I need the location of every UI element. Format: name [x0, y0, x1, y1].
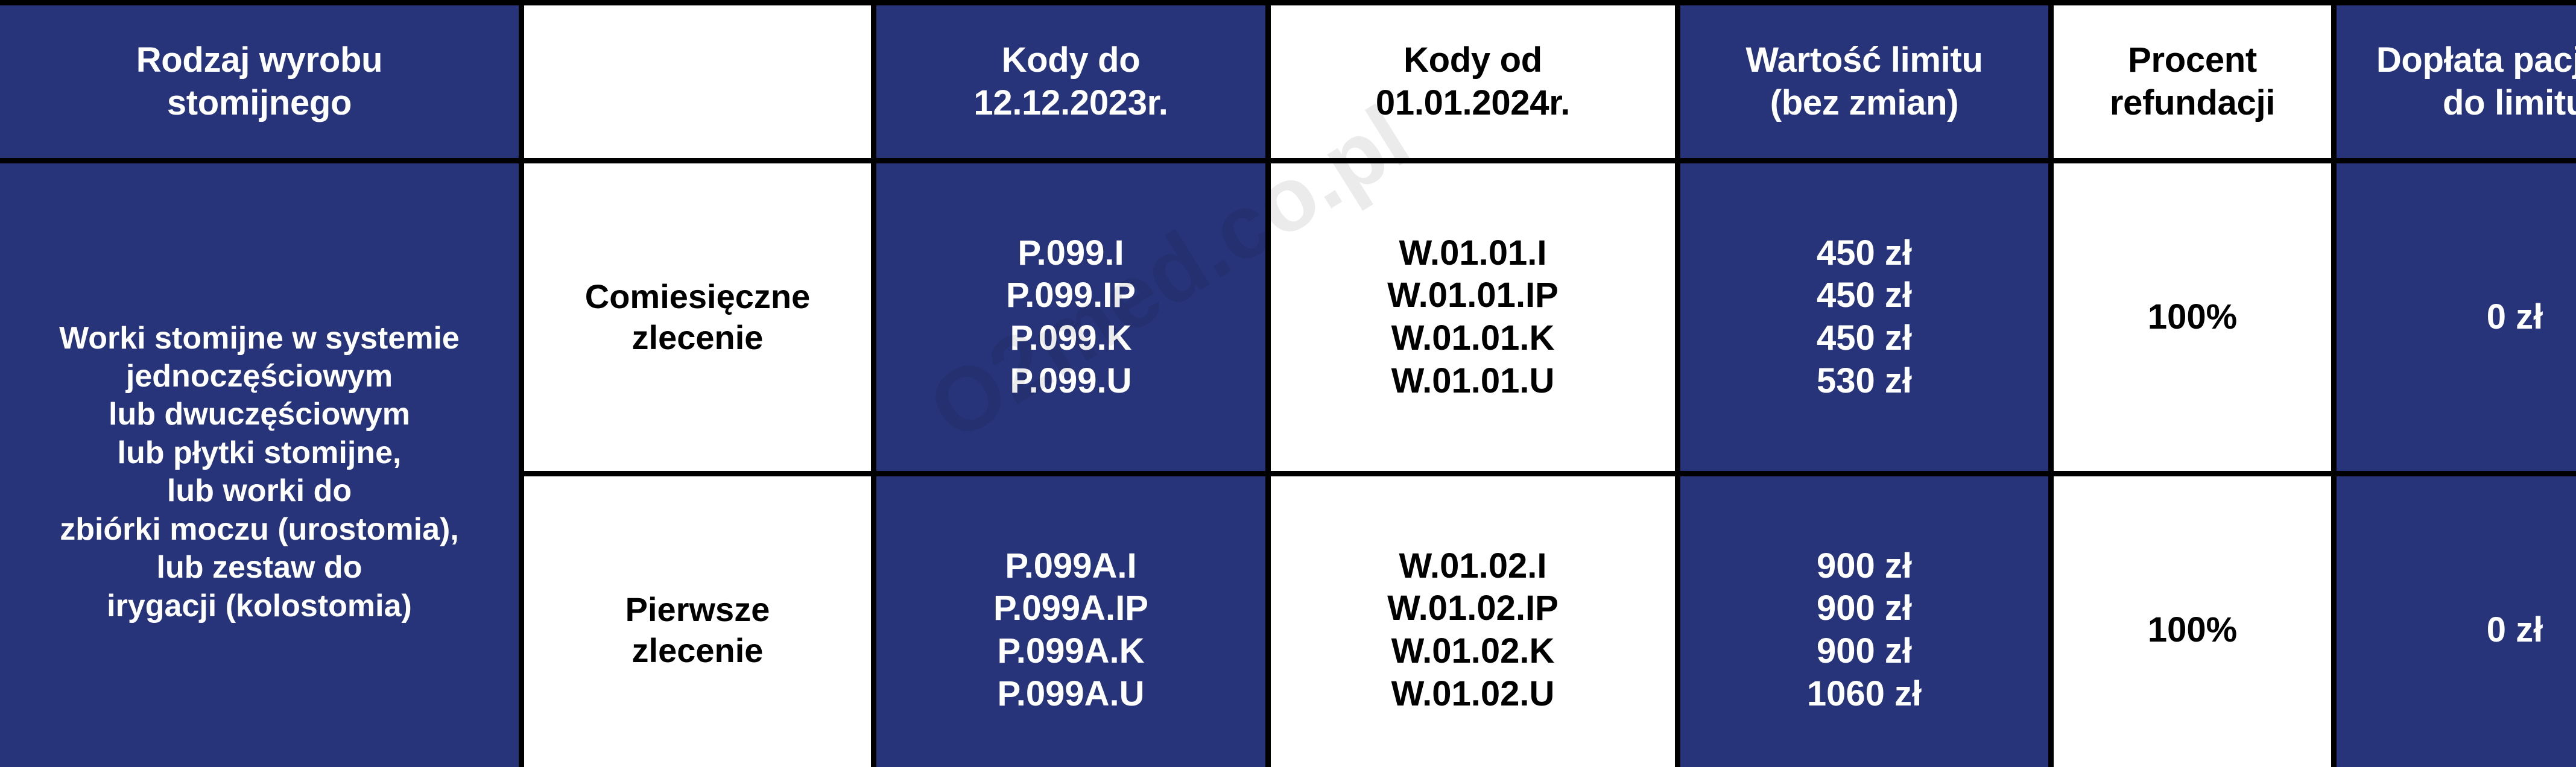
table-row: Pierwsze zlecenie P.099A.I P.099A.IP P.0… [0, 471, 2576, 767]
header-limit-value-line2: (bez zmian) [1770, 83, 1959, 122]
code-new-r2-1: W.01.02.I [1399, 546, 1547, 586]
limit-r1-3: 450 zł [1817, 318, 1912, 358]
header-limit-value: Wartość limitu (bez zmian) [1675, 0, 2054, 163]
header-codes-new-line2: 01.01.2024r. [1375, 83, 1571, 122]
header-patient-copay: Dopłata pacjenta do limitu [2331, 0, 2576, 163]
header-product-type-line2: stomijnego [166, 83, 352, 122]
code-old-r2-3: P.099A.K [997, 631, 1145, 671]
cell-codes-new-row1: W.01.01.I W.01.01.IP W.01.01.K W.01.01.U [1265, 158, 1680, 476]
header-patient-copay-line2: do limitu [2443, 83, 2576, 122]
code-new-r1-2: W.01.01.IP [1387, 276, 1559, 315]
code-new-r2-4: W.01.02.U [1391, 674, 1555, 713]
code-old-r1-1: P.099.I [1017, 233, 1124, 273]
code-old-r2-1: P.099A.I [1005, 546, 1137, 586]
limit-r2-4: 1060 zł [1806, 674, 1922, 713]
header-codes-old-line1: Kody do [1001, 40, 1141, 80]
product-line-5: lub worki do [166, 473, 352, 509]
cell-patient-copay-row1: 0 zł [2331, 158, 2576, 476]
code-new-r1-4: W.01.01.U [1391, 361, 1555, 400]
cell-order-type-monthly: Comiesięczne zlecenie [519, 158, 876, 476]
product-line-4: lub płytki stomijne, [117, 435, 402, 470]
limit-r2-1: 900 zł [1817, 546, 1912, 586]
cell-refund-percent-row1: 100% [2048, 158, 2337, 476]
header-codes-old: Kody do 12.12.2023r. [871, 0, 1271, 163]
cell-refund-percent-row2: 100% [2048, 471, 2337, 767]
limit-r2-2: 900 zł [1817, 589, 1912, 628]
cell-product-type: Worki stomijne w systemie jednoczęściowy… [0, 158, 524, 767]
cell-order-type-first: Pierwsze zlecenie [521, 471, 876, 767]
product-line-1: Worki stomijne w systemie [59, 320, 460, 356]
header-codes-old-line2: 12.12.2023r. [973, 83, 1168, 122]
product-line-8: irygacji (kolostomia) [107, 588, 412, 623]
code-new-r2-2: W.01.02.IP [1387, 589, 1559, 628]
limit-r1-2: 450 zł [1817, 276, 1912, 315]
code-old-r1-2: P.099.IP [1005, 276, 1136, 315]
table-header: Rodzaj wyrobu stomijnego Kody do 12.12.2… [0, 0, 2576, 163]
table-body: Worki stomijne w systemie jednoczęściowy… [0, 158, 2576, 767]
code-old-r2-2: P.099A.IP [993, 589, 1148, 628]
cell-codes-new-row2: W.01.02.I W.01.02.IP W.01.02.K W.01.02.U [1265, 471, 1680, 767]
header-codes-new: Kody od 01.01.2024r. [1265, 0, 1680, 163]
header-refund-percent-line2: refundacji [2109, 83, 2276, 122]
limit-r1-1: 450 zł [1817, 233, 1912, 273]
product-line-2: jednoczęściowym [125, 358, 393, 394]
product-line-6: zbiórki moczu (urostomia), [60, 511, 459, 547]
code-new-r2-3: W.01.02.K [1391, 631, 1555, 671]
cell-limit-value-row1: 450 zł 450 zł 450 zł 530 zł [1675, 158, 2054, 476]
product-line-3: lub dwuczęściowym [109, 397, 410, 432]
header-product-type: Rodzaj wyrobu stomijnego [0, 0, 524, 163]
cell-codes-old-row1: P.099.I P.099.IP P.099.K P.099.U [871, 158, 1271, 476]
code-old-r2-4: P.099A.U [997, 674, 1145, 713]
code-old-r1-4: P.099.U [1010, 361, 1132, 400]
order-type-monthly-line1: Comiesięczne [584, 277, 811, 315]
header-product-type-line1: Rodzaj wyrobu [136, 40, 383, 80]
header-patient-copay-line1: Dopłata pacjenta [2376, 40, 2576, 80]
header-refund-percent-line1: Procent [2128, 40, 2257, 80]
order-type-first-line2: zlecenie [631, 631, 764, 669]
header-refund-percent: Procent refundacji [2048, 0, 2337, 163]
code-new-r1-3: W.01.01.K [1391, 318, 1555, 358]
cell-limit-value-row2: 900 zł 900 zł 900 zł 1060 zł [1675, 471, 2054, 767]
product-line-7: lub zestaw do [156, 550, 362, 586]
cell-patient-copay-row2: 0 zł [2331, 471, 2576, 767]
code-new-r1-1: W.01.01.I [1399, 233, 1547, 273]
cell-codes-old-row2: P.099A.I P.099A.IP P.099A.K P.099A.U [871, 471, 1271, 767]
order-type-first-line1: Pierwsze [625, 590, 770, 628]
limit-r1-4: 530 zł [1817, 361, 1912, 400]
header-row: Rodzaj wyrobu stomijnego Kody do 12.12.2… [0, 0, 2576, 163]
table-row: Worki stomijne w systemie jednoczęściowy… [0, 158, 2576, 767]
header-codes-new-line1: Kody od [1404, 40, 1542, 80]
code-old-r1-3: P.099.K [1010, 318, 1132, 358]
order-type-monthly-line2: zlecenie [631, 318, 764, 356]
header-limit-value-line1: Wartość limitu [1745, 40, 1983, 80]
header-order-type [519, 0, 876, 163]
limit-r2-3: 900 zł [1817, 631, 1912, 671]
